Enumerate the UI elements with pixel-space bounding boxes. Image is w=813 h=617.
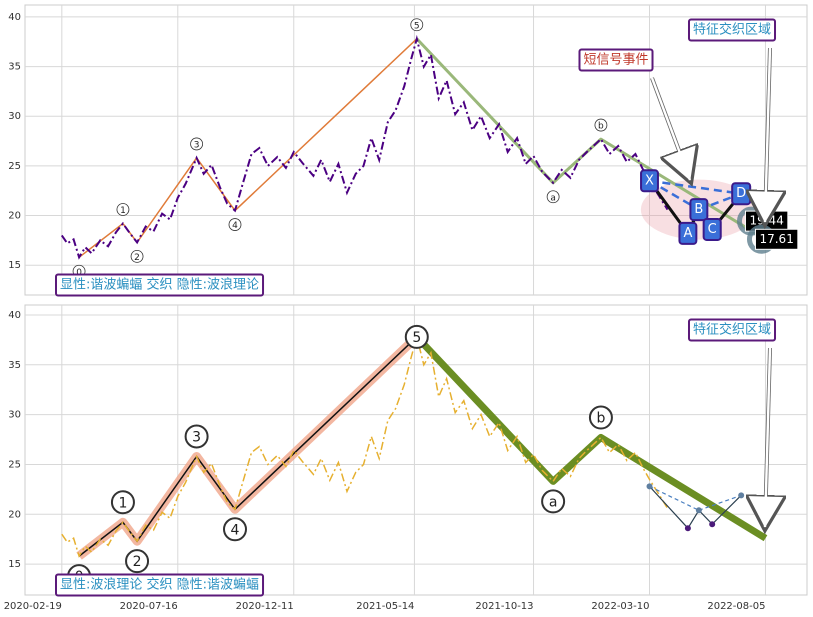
price-line [61, 333, 669, 558]
harmonic-guide [649, 485, 700, 511]
price-line [60, 34, 669, 260]
harmonic-label: B [694, 202, 703, 217]
annotation-box [578, 48, 654, 72]
harmonic-label-group: X [640, 169, 659, 193]
harmonic-label: A [683, 226, 692, 241]
wave-label: 2 [134, 253, 140, 263]
wave-label: 3 [194, 140, 200, 150]
y-tick-label: 30 [8, 111, 21, 122]
wave-label: 4 [232, 221, 238, 231]
x-tick-label: 2022-03-10 [591, 601, 649, 612]
harmonic-label-group: B [689, 198, 709, 222]
y-tick-label: 15 [8, 260, 21, 271]
wave-label: b [596, 411, 605, 427]
annotation: 短信号事件 [583, 53, 648, 68]
wave-marker [410, 18, 424, 32]
harmonic-point [709, 521, 716, 528]
harmonic-point [695, 507, 702, 514]
harmonic-label-box [702, 217, 722, 241]
harmonic-label-group: C [702, 217, 722, 241]
wave-label: 3 [192, 429, 201, 445]
wave-label: a [550, 193, 556, 203]
harmonic-label: C [708, 222, 717, 237]
wave-marker [228, 218, 242, 231]
harmonic-label-group: A [678, 221, 698, 245]
wave-marker [130, 249, 144, 263]
wave-label: b [598, 122, 604, 132]
wave-marker [404, 324, 429, 349]
wave-label: 2 [133, 554, 142, 570]
harmonic-point [684, 525, 691, 532]
y-tick-label: 35 [8, 360, 21, 371]
label-box: 显性:波浪理论 交织 隐性:谐波蝙蝠 [60, 577, 259, 593]
wave-marker [588, 405, 613, 430]
x-tick-label: 2021-10-13 [475, 601, 533, 612]
price-label: 17.61 [759, 232, 793, 246]
harmonic-label-box [640, 169, 659, 193]
harmonic-point [646, 483, 653, 490]
annotation-group: 特征交织区域 [687, 318, 777, 342]
annotation-arrow-core [763, 347, 772, 528]
wave-label: 5 [412, 330, 421, 346]
wave-marker [546, 190, 560, 204]
wave-marker [116, 203, 130, 216]
y-tick-label: 15 [8, 559, 21, 570]
annotation-group: 短信号事件 [578, 48, 654, 72]
y-tick-label: 35 [8, 62, 21, 73]
x-tick-label: 2020-02-19 [4, 601, 62, 612]
harmonic-label-group: D [731, 182, 752, 206]
x-tick-label: 2022-08-05 [707, 601, 765, 612]
wave-marker [110, 490, 135, 515]
harmonic-label: D [736, 186, 746, 201]
annotation-box [687, 18, 777, 42]
y-tick-label: 20 [8, 211, 21, 222]
x-tick-label: 2021-05-14 [356, 601, 414, 612]
harmonic-point [738, 492, 745, 499]
label-box-box [55, 573, 265, 597]
annotation-arrow-core [763, 47, 772, 223]
price-label-group: 17.61 [754, 228, 799, 250]
wave-label: 0 [76, 268, 82, 278]
wave-label: 4 [231, 522, 240, 538]
annotation-arrow-core [650, 77, 692, 181]
wave-marker [594, 118, 608, 132]
impulse-wave [78, 336, 418, 557]
wave-label: 1 [118, 495, 127, 511]
x-tick-label: 2020-07-16 [120, 601, 178, 612]
y-tick-label: 40 [8, 12, 21, 23]
annotation: 特征交织区域 [693, 322, 771, 338]
wave-label: a [549, 494, 558, 510]
wave-label: 5 [414, 21, 420, 31]
y-tick-label: 20 [8, 509, 21, 520]
wave-marker [190, 137, 204, 151]
annotation: 特征交织区域 [693, 22, 771, 38]
wave-label: 1 [120, 206, 126, 216]
y-tick-label: 40 [8, 310, 21, 321]
wave-marker [125, 549, 150, 574]
label-box-group: 显性:谐波蝙蝠 交织 隐性:波浪理论 [55, 273, 265, 297]
annotation-group: 特征交织区域 [687, 18, 777, 42]
harmonic-label-box [689, 198, 709, 222]
harmonic-guide [648, 179, 700, 211]
correction-wave [414, 334, 768, 542]
y-tick-label: 25 [8, 459, 21, 470]
y-tick-label: 30 [8, 410, 21, 421]
wave-marker [222, 517, 247, 542]
annotation-box [687, 318, 777, 342]
correction-wave [415, 37, 767, 241]
wave-marker [541, 489, 566, 514]
plot-area [24, 4, 808, 296]
y-tick-label: 25 [8, 161, 21, 172]
label-box: 显性:谐波蝙蝠 交织 隐性:波浪理论 [60, 277, 259, 293]
x-tick-label: 2020-12-11 [236, 601, 294, 612]
harmonic-guide [698, 494, 742, 511]
impulse-wave [78, 38, 418, 258]
label-box-box [55, 273, 265, 297]
harmonic-label-box [678, 221, 698, 245]
plot-area [24, 304, 808, 596]
harmonic-label: X [645, 173, 654, 188]
label-box-group: 显性:波浪理论 交织 隐性:谐波蝙蝠 [55, 573, 265, 597]
wave-marker [184, 424, 209, 449]
